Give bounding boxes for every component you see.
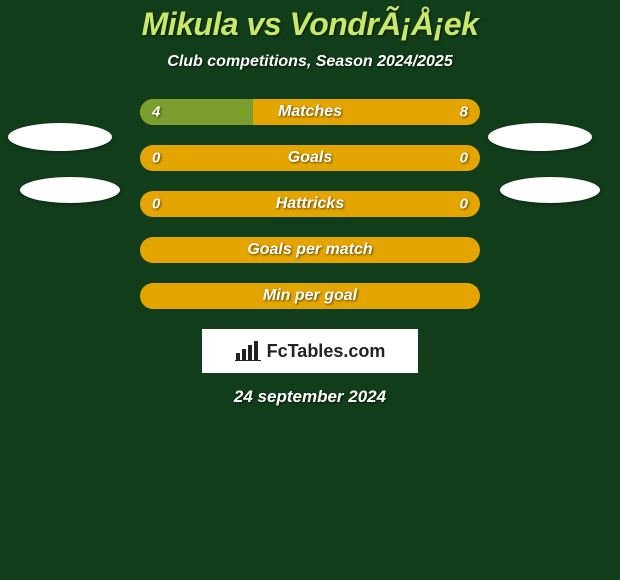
player-marker	[488, 123, 592, 151]
stat-rows: 4 Matches 8 0 Goals 0 0 Hattricks 0 Goals per mat…	[140, 99, 480, 309]
stat-label: Hattricks	[276, 195, 344, 213]
stat-value-right: 0	[460, 150, 468, 167]
subtitle: Club competitions, Season 2024/2025	[0, 53, 620, 71]
stat-value-right: 8	[460, 104, 468, 121]
stat-value-left: 0	[152, 196, 160, 213]
stat-row: 0 Goals 0	[140, 145, 480, 171]
stat-value-left: 0	[152, 150, 160, 167]
stat-row: Min per goal	[140, 283, 480, 309]
stat-label: Goals per match	[247, 241, 372, 259]
player-marker	[20, 177, 120, 203]
stat-label: Matches	[278, 103, 342, 121]
stat-row: 4 Matches 8	[140, 99, 480, 125]
player-marker	[500, 177, 600, 203]
stat-value-left: 4	[152, 104, 160, 121]
source-logo: FcTables.com	[202, 329, 418, 373]
snapshot-date: 24 september 2024	[0, 387, 620, 407]
stat-value-right: 0	[460, 196, 468, 213]
page-title: Mikula vs VondrÃ¡Å¡ek	[0, 6, 620, 43]
player-marker	[8, 123, 112, 151]
bar-chart-icon	[235, 341, 261, 361]
stat-row: Goals per match	[140, 237, 480, 263]
stat-row: 0 Hattricks 0	[140, 191, 480, 217]
comparison-card: Mikula vs VondrÃ¡Å¡ek Club competitions,…	[0, 0, 620, 407]
stat-label: Goals	[288, 149, 332, 167]
stat-label: Min per goal	[263, 287, 357, 305]
logo-text: FcTables.com	[267, 341, 386, 362]
